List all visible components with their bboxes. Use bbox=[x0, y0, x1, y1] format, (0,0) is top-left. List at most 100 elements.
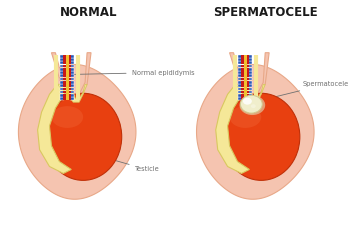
FancyBboxPatch shape bbox=[60, 68, 64, 71]
FancyBboxPatch shape bbox=[242, 78, 244, 80]
FancyBboxPatch shape bbox=[60, 94, 64, 97]
Polygon shape bbox=[51, 53, 91, 98]
FancyBboxPatch shape bbox=[238, 58, 242, 61]
Ellipse shape bbox=[230, 106, 261, 128]
FancyBboxPatch shape bbox=[242, 68, 244, 71]
FancyBboxPatch shape bbox=[247, 74, 249, 77]
FancyBboxPatch shape bbox=[247, 78, 249, 80]
FancyBboxPatch shape bbox=[238, 94, 242, 97]
FancyBboxPatch shape bbox=[248, 61, 252, 64]
FancyBboxPatch shape bbox=[248, 74, 252, 77]
FancyBboxPatch shape bbox=[248, 71, 252, 74]
FancyBboxPatch shape bbox=[69, 55, 71, 58]
FancyBboxPatch shape bbox=[242, 88, 244, 90]
FancyBboxPatch shape bbox=[238, 65, 242, 67]
Ellipse shape bbox=[51, 106, 83, 128]
Polygon shape bbox=[230, 53, 269, 98]
FancyBboxPatch shape bbox=[70, 65, 74, 67]
FancyBboxPatch shape bbox=[69, 65, 71, 67]
FancyBboxPatch shape bbox=[242, 71, 244, 74]
FancyBboxPatch shape bbox=[69, 91, 71, 93]
FancyBboxPatch shape bbox=[247, 84, 249, 87]
Ellipse shape bbox=[239, 95, 265, 115]
FancyBboxPatch shape bbox=[63, 55, 66, 58]
FancyBboxPatch shape bbox=[63, 81, 66, 84]
FancyBboxPatch shape bbox=[248, 58, 252, 61]
Polygon shape bbox=[18, 65, 136, 199]
FancyBboxPatch shape bbox=[63, 68, 66, 71]
FancyBboxPatch shape bbox=[69, 71, 71, 74]
FancyBboxPatch shape bbox=[60, 55, 64, 58]
Ellipse shape bbox=[243, 98, 252, 105]
FancyBboxPatch shape bbox=[238, 91, 242, 93]
FancyBboxPatch shape bbox=[242, 74, 244, 77]
FancyBboxPatch shape bbox=[66, 55, 69, 100]
FancyBboxPatch shape bbox=[248, 68, 252, 71]
FancyBboxPatch shape bbox=[247, 81, 249, 84]
FancyBboxPatch shape bbox=[63, 94, 66, 97]
FancyBboxPatch shape bbox=[248, 91, 252, 93]
FancyBboxPatch shape bbox=[247, 88, 249, 90]
Ellipse shape bbox=[222, 93, 300, 180]
FancyBboxPatch shape bbox=[60, 78, 64, 80]
FancyBboxPatch shape bbox=[63, 78, 66, 80]
FancyBboxPatch shape bbox=[70, 71, 74, 74]
FancyBboxPatch shape bbox=[63, 91, 66, 93]
FancyBboxPatch shape bbox=[242, 55, 244, 58]
FancyBboxPatch shape bbox=[242, 97, 244, 100]
FancyBboxPatch shape bbox=[238, 71, 242, 74]
FancyBboxPatch shape bbox=[70, 61, 74, 64]
FancyBboxPatch shape bbox=[63, 97, 66, 100]
FancyBboxPatch shape bbox=[242, 61, 244, 64]
FancyBboxPatch shape bbox=[242, 81, 244, 84]
FancyBboxPatch shape bbox=[238, 84, 242, 87]
FancyBboxPatch shape bbox=[244, 55, 247, 100]
FancyBboxPatch shape bbox=[70, 97, 74, 100]
FancyBboxPatch shape bbox=[248, 81, 252, 84]
FancyBboxPatch shape bbox=[60, 74, 64, 77]
FancyBboxPatch shape bbox=[69, 84, 71, 87]
FancyBboxPatch shape bbox=[248, 78, 252, 80]
FancyBboxPatch shape bbox=[69, 97, 71, 100]
Ellipse shape bbox=[45, 93, 122, 180]
FancyBboxPatch shape bbox=[242, 58, 244, 61]
FancyBboxPatch shape bbox=[70, 58, 74, 61]
FancyBboxPatch shape bbox=[69, 81, 71, 84]
FancyBboxPatch shape bbox=[238, 74, 242, 77]
Polygon shape bbox=[216, 84, 249, 174]
Polygon shape bbox=[57, 84, 87, 102]
FancyBboxPatch shape bbox=[247, 68, 249, 71]
Text: SPERMATOCELE: SPERMATOCELE bbox=[213, 6, 318, 19]
FancyBboxPatch shape bbox=[248, 84, 252, 87]
FancyBboxPatch shape bbox=[248, 97, 252, 100]
FancyBboxPatch shape bbox=[60, 58, 64, 61]
FancyBboxPatch shape bbox=[60, 97, 64, 100]
FancyBboxPatch shape bbox=[238, 68, 242, 71]
FancyBboxPatch shape bbox=[247, 58, 249, 61]
FancyBboxPatch shape bbox=[242, 91, 244, 93]
FancyBboxPatch shape bbox=[238, 55, 242, 58]
FancyBboxPatch shape bbox=[60, 65, 64, 67]
FancyBboxPatch shape bbox=[242, 65, 244, 67]
FancyBboxPatch shape bbox=[60, 84, 64, 87]
FancyBboxPatch shape bbox=[247, 97, 249, 100]
FancyBboxPatch shape bbox=[69, 58, 71, 61]
Polygon shape bbox=[197, 65, 314, 199]
FancyBboxPatch shape bbox=[70, 68, 74, 71]
Ellipse shape bbox=[240, 95, 262, 113]
FancyBboxPatch shape bbox=[247, 55, 249, 58]
FancyBboxPatch shape bbox=[247, 65, 249, 67]
FancyBboxPatch shape bbox=[60, 91, 64, 93]
FancyBboxPatch shape bbox=[70, 84, 74, 87]
FancyBboxPatch shape bbox=[70, 94, 74, 97]
FancyBboxPatch shape bbox=[238, 61, 242, 64]
FancyBboxPatch shape bbox=[70, 74, 74, 77]
FancyBboxPatch shape bbox=[70, 91, 74, 93]
Polygon shape bbox=[37, 84, 71, 174]
FancyBboxPatch shape bbox=[238, 81, 242, 84]
Text: NORMAL: NORMAL bbox=[60, 6, 118, 19]
FancyBboxPatch shape bbox=[69, 78, 71, 80]
FancyBboxPatch shape bbox=[70, 81, 74, 84]
FancyBboxPatch shape bbox=[248, 55, 252, 58]
FancyBboxPatch shape bbox=[247, 94, 249, 97]
